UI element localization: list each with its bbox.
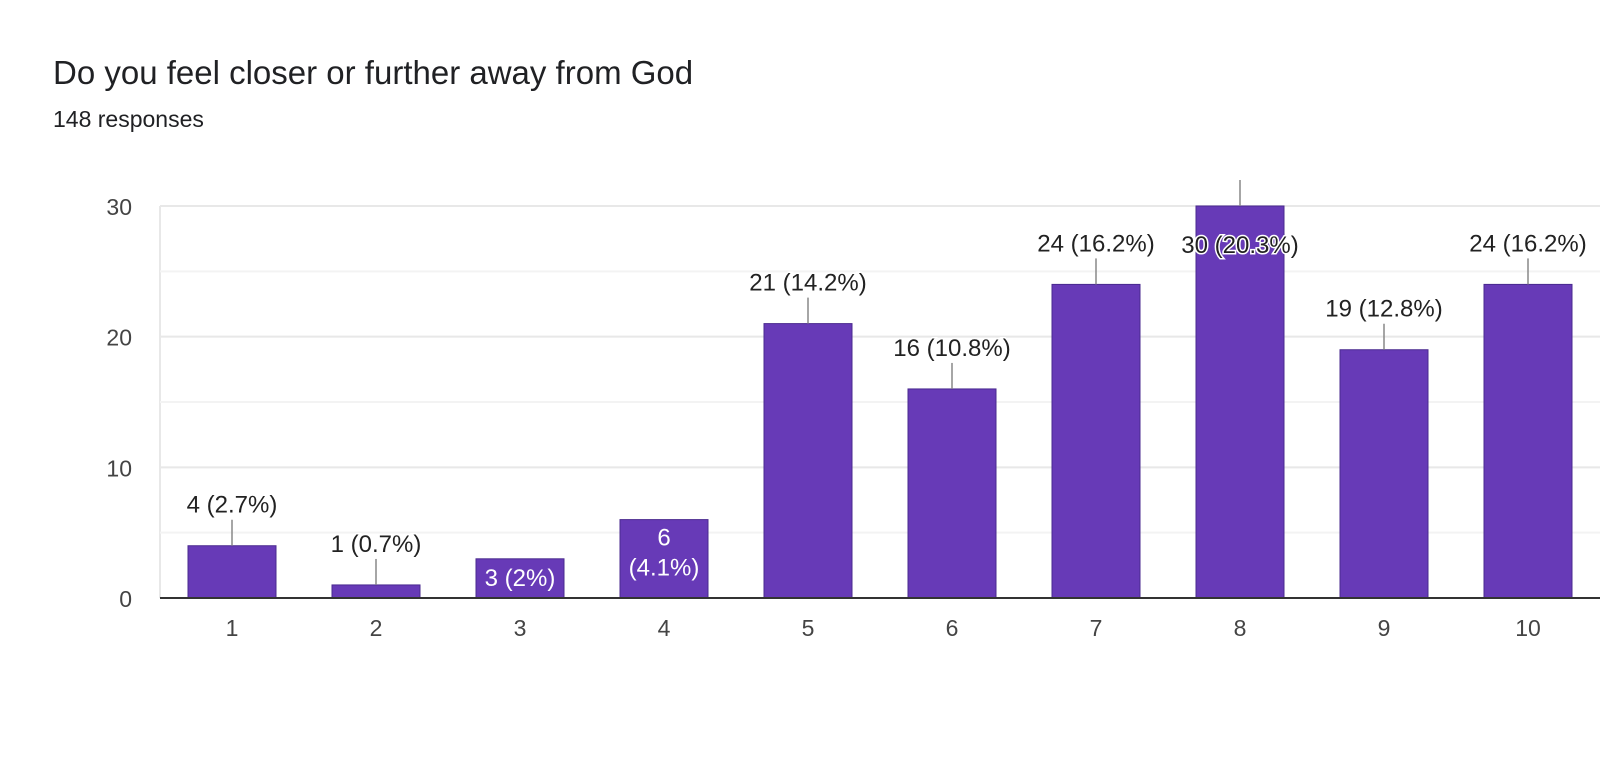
data-label: (4.1%) — [629, 555, 700, 582]
bar — [763, 323, 853, 599]
data-label: 1 (0.7%) — [331, 531, 422, 558]
bar — [1339, 349, 1429, 599]
data-label: 19 (12.8%) — [1325, 296, 1442, 323]
bar — [331, 584, 421, 599]
bar — [187, 545, 277, 599]
data-label: 4 (2.7%) — [187, 492, 278, 519]
y-tick-label: 20 — [106, 325, 132, 351]
x-tick-label: 2 — [370, 615, 383, 641]
data-label: 3 (2%) — [485, 565, 556, 592]
x-tick-label: 3 — [514, 615, 527, 641]
data-label: 6 — [657, 525, 670, 552]
x-tick-label: 9 — [1378, 615, 1391, 641]
x-tick-label: 6 — [946, 615, 959, 641]
data-label: 21 (14.2%) — [749, 270, 866, 297]
x-tick-label: 8 — [1234, 615, 1247, 641]
x-tick-label: 7 — [1090, 615, 1103, 641]
data-label: 24 (16.2%) — [1469, 230, 1586, 257]
y-tick-label: 30 — [106, 194, 132, 220]
response-count: 148 responses — [53, 106, 204, 132]
bar — [619, 519, 709, 599]
y-tick-label: 0 — [119, 586, 132, 612]
data-label: 24 (16.2%) — [1037, 230, 1154, 257]
x-tick-label: 1 — [226, 615, 239, 641]
x-tick-label: 10 — [1515, 615, 1541, 641]
x-tick-label: 5 — [802, 615, 815, 641]
data-label: 30 (20.3%) — [1181, 232, 1298, 259]
chart-title: Do you feel closer or further away from … — [53, 54, 694, 91]
bar — [475, 558, 565, 599]
bar — [907, 388, 997, 599]
bar — [1483, 283, 1573, 599]
bar — [1195, 205, 1285, 599]
y-tick-label: 10 — [106, 455, 132, 481]
x-tick-label: 4 — [658, 615, 671, 641]
bar — [1051, 283, 1141, 599]
data-label: 16 (10.8%) — [893, 335, 1010, 362]
